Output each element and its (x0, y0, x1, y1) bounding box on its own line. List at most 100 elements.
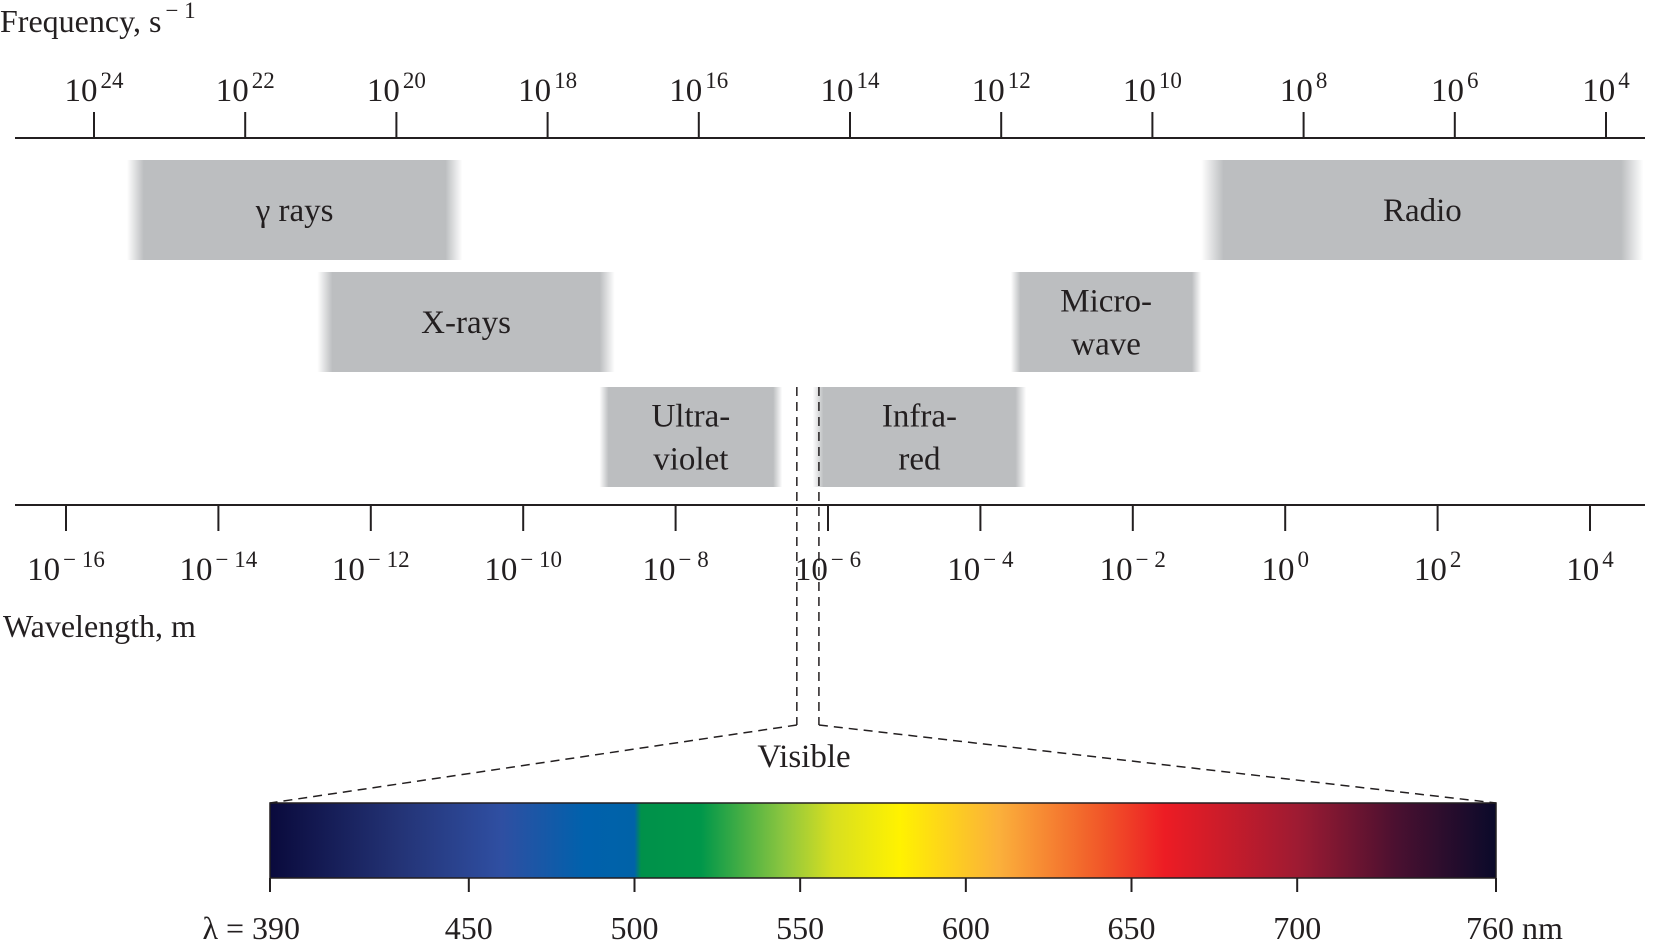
wavelength-tick-label: 10− 4 (947, 547, 1014, 588)
frequency-tick-exponent: 12 (1008, 68, 1031, 93)
frequency-tick-exponent: 24 (101, 68, 125, 93)
band-gamma-rays-label: γ rays (255, 193, 334, 229)
band-ultraviolet-box (599, 387, 783, 487)
frequency-tick-label: 10 4 (1582, 68, 1630, 109)
spectrum-bands: γ rays X-rays Ultra-violet Infra-red Micro-w… (126, 160, 1644, 487)
frequency-tick-base: 10 (821, 73, 854, 109)
frequency-tick-base: 10 (1582, 73, 1615, 109)
band-infrared-box (812, 387, 1027, 487)
visible-spectrum-bar (269, 802, 1497, 879)
frequency-tick-exponent: 14 (857, 68, 881, 93)
wavelength-tick-exponent: 2 (1450, 547, 1462, 572)
frequency-tick-base: 10 (972, 73, 1005, 109)
frequency-tick-label: 10 8 (1280, 68, 1328, 109)
band-ultraviolet: Ultra-violet (599, 387, 783, 487)
wavelength-tick-label: 10− 8 (642, 547, 708, 588)
wavelength-tick-base: 10 (947, 552, 980, 588)
visible-spectrum-ticks: λ = 390 450 500 550 600 650 700 760 nm (202, 878, 1563, 944)
visible-tick-label: λ = 390 (202, 910, 300, 944)
frequency-tick-label: 10 10 (1123, 68, 1182, 109)
band-infrared-label: red (898, 442, 941, 478)
frequency-axis-ticks: 10 24 10 22 10 20 10 18 10 16 10 14 10 12 10 10 10 8 10 6 10… (65, 68, 1630, 138)
frequency-tick-label: 10 16 (669, 68, 728, 109)
frequency-tick-exponent: 8 (1316, 68, 1328, 93)
band-microwave: Micro-wave (1010, 272, 1202, 372)
frequency-tick-exponent: 20 (403, 68, 426, 93)
wavelength-tick-base: 10 (484, 552, 517, 588)
wavelength-tick-label: 10 0 (1261, 547, 1309, 588)
frequency-tick-base: 10 (1123, 73, 1156, 109)
wavelength-tick-label: 10− 10 (484, 547, 562, 588)
wavelength-tick-base: 10 (180, 552, 213, 588)
band-radio-box (1201, 160, 1644, 260)
frequency-tick-label: 10 6 (1431, 68, 1479, 109)
frequency-tick-label: 10 20 (367, 68, 426, 109)
wavelength-tick-exponent: − 8 (678, 547, 708, 572)
frequency-axis: Frequency, s − 1 10 24 10 22 10 20 10 18 10 16 10 14… (0, 0, 1645, 139)
frequency-axis-title: Frequency, s − 1 (0, 0, 196, 39)
wavelength-tick-exponent: − 6 (831, 547, 861, 572)
wavelength-tick-base: 10 (27, 552, 60, 588)
visible-tick-label: 600 (942, 910, 990, 944)
band-x-rays: X-rays (317, 272, 615, 372)
frequency-tick-exponent: 6 (1467, 68, 1479, 93)
band-infrared-label: Infra- (882, 399, 957, 435)
wavelength-tick-exponent: 4 (1602, 547, 1614, 572)
wavelength-tick-label: 10− 6 (795, 547, 861, 588)
band-x-rays-label: X-rays (421, 305, 511, 341)
wavelength-tick-label: 10− 12 (332, 547, 410, 588)
frequency-tick-label: 10 22 (216, 68, 275, 109)
frequency-tick-exponent: 10 (1159, 68, 1182, 93)
frequency-tick-exponent: 18 (554, 68, 577, 93)
wavelength-tick-base: 10 (1261, 552, 1294, 588)
visible-guide-left-diagonal (269, 724, 797, 804)
wavelength-tick-exponent: − 4 (983, 547, 1014, 572)
visible-tick-label: 650 (1108, 910, 1156, 944)
band-microwave-box (1010, 272, 1202, 372)
band-x-rays-box (317, 272, 615, 372)
wavelength-tick-base: 10 (1566, 552, 1599, 588)
frequency-tick-exponent: 4 (1618, 68, 1630, 93)
frequency-tick-base: 10 (1280, 73, 1313, 109)
band-ultraviolet-label: Ultra- (651, 399, 730, 435)
wavelength-tick-label: 10− 16 (27, 547, 105, 588)
frequency-axis-title-main: Frequency, s (0, 3, 161, 39)
visible-tick-label: 760 nm (1466, 910, 1563, 944)
frequency-tick-label: 10 12 (972, 68, 1031, 109)
frequency-axis-title-exp: − 1 (165, 0, 195, 23)
wavelength-tick-exponent: − 12 (368, 547, 410, 572)
wavelength-tick-exponent: − 14 (216, 547, 258, 572)
wavelength-tick-label: 10− 14 (180, 547, 258, 588)
wavelength-tick-exponent: − 16 (63, 547, 105, 572)
visible-tick-label: 500 (610, 910, 658, 944)
wavelength-tick-label: 10 4 (1566, 547, 1614, 588)
band-gamma-rays-box (126, 160, 463, 260)
band-ultraviolet-label: violet (653, 442, 728, 478)
frequency-tick-exponent: 22 (252, 68, 275, 93)
wavelength-tick-base: 10 (642, 552, 675, 588)
wavelength-axis-title: Wavelength, m (3, 608, 196, 644)
band-microwave-label: Micro- (1060, 284, 1152, 320)
frequency-tick-base: 10 (518, 73, 551, 109)
visible-zoom-guides (269, 387, 1497, 804)
frequency-tick-base: 10 (216, 73, 249, 109)
frequency-tick-base: 10 (65, 73, 98, 109)
visible-tick-label: 700 (1273, 910, 1321, 944)
wavelength-tick-exponent: 0 (1297, 547, 1309, 572)
wavelength-tick-base: 10 (1100, 552, 1133, 588)
visible-label: Visible (757, 739, 850, 775)
frequency-tick-base: 10 (367, 73, 400, 109)
wavelength-tick-base: 10 (795, 552, 828, 588)
wavelength-tick-label: 10 2 (1414, 547, 1462, 588)
wavelength-tick-exponent: − 10 (520, 547, 562, 572)
wavelength-tick-exponent: − 2 (1136, 547, 1166, 572)
frequency-tick-exponent: 16 (705, 68, 728, 93)
wavelength-tick-base: 10 (332, 552, 365, 588)
visible-spectrum: Visible λ = 390 450 500 550 600 650 700 760 nm (202, 739, 1563, 944)
frequency-tick-base: 10 (1431, 73, 1464, 109)
frequency-tick-label: 10 24 (65, 68, 125, 109)
band-gamma-rays: γ rays (126, 160, 463, 260)
